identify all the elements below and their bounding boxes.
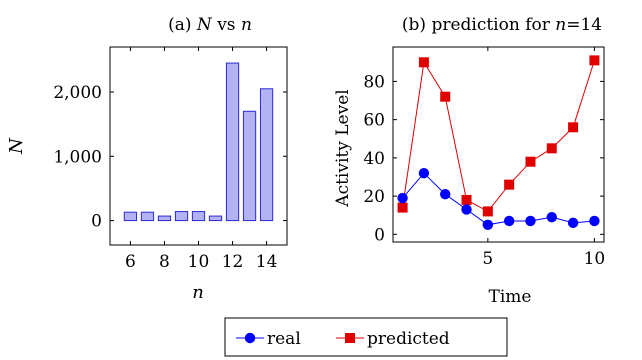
x-tick-label: 6 <box>125 252 136 272</box>
y-tick-label: 0 <box>91 212 102 232</box>
chart-b-plot-frame <box>392 46 605 243</box>
point-predicted <box>525 156 536 167</box>
series-line-predicted <box>402 60 595 213</box>
point-real <box>525 215 536 227</box>
bar-n-12 <box>225 62 240 222</box>
chart-a-x-ticks: 6 8 10 12 14 <box>125 47 277 272</box>
point-real <box>397 192 408 204</box>
point-predicted <box>589 55 600 66</box>
bar-n-7 <box>140 211 155 222</box>
y-tick-label: 40 <box>363 149 385 169</box>
y-tick-label: 0 <box>374 225 385 245</box>
point-predicted <box>461 194 472 205</box>
chart-b-title: (b) prediction for n=14 <box>402 15 602 35</box>
point-predicted <box>397 202 408 213</box>
x-tick-label: 12 <box>222 252 244 272</box>
point-real <box>482 219 494 230</box>
point-real <box>440 189 451 200</box>
y-tick-label: 60 <box>363 111 385 131</box>
legend-label-predicted: predicted <box>367 329 450 349</box>
x-tick-label: 8 <box>159 252 170 272</box>
point-predicted <box>440 91 451 102</box>
bar-n-6 <box>123 211 138 222</box>
bar-n-8 <box>157 215 172 222</box>
point-predicted <box>568 122 579 133</box>
chart-b: (b) prediction for n=14 5 10 0 20 40 60 80 Ti… <box>333 15 605 307</box>
point-predicted <box>546 143 557 154</box>
point-real <box>589 215 600 227</box>
chart-b-xlabel: Time <box>489 287 532 307</box>
chart-a-xlabel: n <box>192 282 204 303</box>
point-real <box>503 215 515 227</box>
bar-n-11 <box>208 215 223 222</box>
y-tick-label: 80 <box>363 72 385 92</box>
point-predicted <box>482 206 493 217</box>
chart-a-ylabel: N <box>6 137 27 155</box>
chart-a: (a) N vs n 6 8 10 12 14 0 1,000 2,000 n N <box>6 15 288 303</box>
point-real <box>418 167 430 179</box>
point-real <box>461 204 472 215</box>
chart-a-y-ticks: 0 1,000 2,000 <box>53 83 287 232</box>
bar-n-10 <box>191 211 206 222</box>
point-real <box>546 211 557 223</box>
legend-marker-predicted <box>345 333 355 343</box>
legend: real predicted <box>224 317 508 357</box>
legend-label-real: real <box>267 329 301 349</box>
x-tick-label: 10 <box>584 249 606 269</box>
y-tick-label: 20 <box>363 187 385 207</box>
chart-a-title: (a) N vs n <box>168 15 252 35</box>
x-tick-label: 14 <box>256 252 278 272</box>
chart-b-x-ticks: 5 10 <box>482 47 605 269</box>
legend-items: real predicted <box>236 329 450 349</box>
x-tick-label: 10 <box>188 252 210 272</box>
chart-a-bars <box>123 62 274 222</box>
point-predicted <box>504 179 515 190</box>
bar-n-13 <box>242 110 257 222</box>
y-tick-label: 2,000 <box>53 83 102 103</box>
chart-b-series <box>397 55 600 230</box>
series-line-real <box>402 172 595 226</box>
chart-b-ylabel: Activity Level <box>333 89 353 207</box>
point-predicted <box>418 57 429 68</box>
legend-marker-real <box>244 332 256 344</box>
y-tick-label: 1,000 <box>53 147 102 167</box>
bar-n-14 <box>259 88 274 222</box>
chart-b-y-ticks: 0 20 40 60 80 <box>363 72 604 245</box>
legend-box <box>224 317 508 357</box>
x-tick-label: 5 <box>482 249 493 269</box>
point-real <box>567 217 579 229</box>
bar-n-9 <box>174 211 189 222</box>
